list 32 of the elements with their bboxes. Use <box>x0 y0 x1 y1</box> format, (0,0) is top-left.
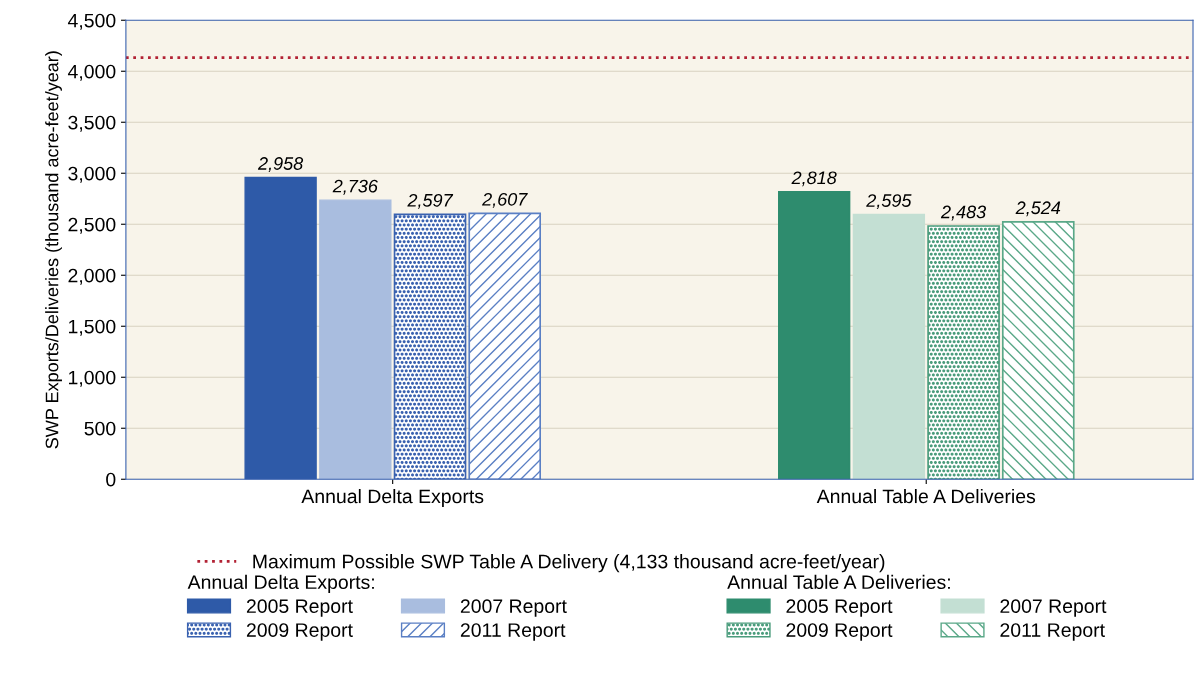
text: 2,595 <box>866 194 912 210</box>
text: 2,524 <box>1015 201 1061 217</box>
text: 2,597 <box>407 193 454 209</box>
legend-label: 2011 Report <box>1000 623 1105 641</box>
legend-label: 2005 Report <box>246 599 353 617</box>
y-tick-label: 3,000 <box>68 166 116 183</box>
y-tick-label: 4,000 <box>67 64 116 81</box>
legend-label: 2007 Report <box>1000 599 1107 617</box>
y-tick-label: 4,500 <box>67 13 116 30</box>
y-tick-label: 500 <box>84 421 116 436</box>
y-tick-label: 1,500 <box>69 319 116 336</box>
y-tick-label: 1,000 <box>69 370 116 387</box>
text: 2,958 <box>257 157 304 173</box>
y-tick-label: 2,000 <box>68 268 116 285</box>
x-tick-label: Annual Table A Deliveries <box>816 488 1036 504</box>
text: 2,607 <box>482 192 528 208</box>
legend-label: 2009 Report <box>786 623 893 641</box>
y-tick-label: 3,500 <box>68 115 116 132</box>
legend-label: Maximum Possible SWP Table A Delivery (4,133 thousand acre-feet/year) <box>253 554 885 573</box>
legend-label: 2007 Report <box>460 599 567 617</box>
text: 2,483 <box>940 205 987 221</box>
x-tick-label: Annual Delta Exports <box>301 488 484 508</box>
text: 2,818 <box>791 171 837 187</box>
text: Annual Delta Exports: <box>187 574 374 593</box>
text: Annual Table A Deliveries: <box>727 574 950 590</box>
legend-label: 2005 Report <box>786 599 893 617</box>
text: 2,736 <box>332 179 378 195</box>
y-tick-label: 0 <box>106 472 116 487</box>
legend-label: 2009 Report <box>246 623 353 641</box>
y-tick-label: 2,500 <box>68 217 116 234</box>
legend-label: 2011 Report <box>460 623 566 641</box>
y-axis-title: SWP Exports/Deliveries (thousand acre-feet/year) <box>45 51 62 449</box>
